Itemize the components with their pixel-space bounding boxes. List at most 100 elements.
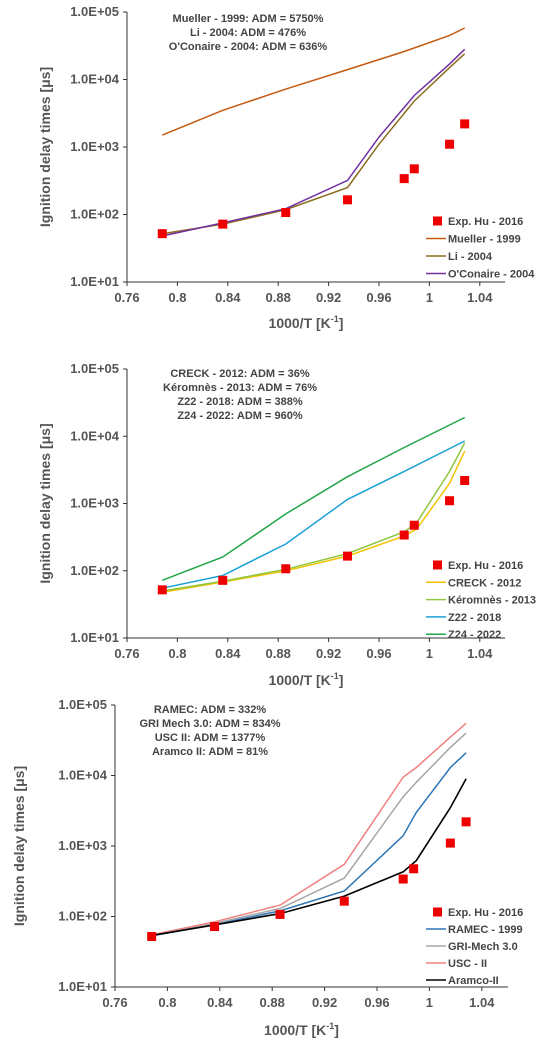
x-tick-label: 0.88 bbox=[260, 995, 285, 1010]
exp-point bbox=[147, 932, 157, 942]
legend-label: USC - II bbox=[448, 958, 487, 970]
y-tick-label: 1.0E+05 bbox=[70, 361, 119, 376]
y-tick-label: 1.0E+03 bbox=[70, 139, 119, 154]
adm-annotation: Kéromnès - 2013: ADM = 76% bbox=[163, 382, 317, 394]
exp-point bbox=[445, 838, 455, 848]
exp-point bbox=[339, 896, 349, 906]
exp-point bbox=[210, 922, 220, 932]
legend-label: GRI-Mech 3.0 bbox=[448, 941, 518, 953]
exp-point bbox=[461, 817, 471, 827]
adm-annotation: Li - 2004: ADM = 476% bbox=[190, 27, 306, 39]
x-tick-label: 0.88 bbox=[266, 646, 291, 661]
series-line bbox=[162, 440, 466, 589]
y-tick-label: 1.0E+03 bbox=[58, 838, 107, 853]
exp-point bbox=[218, 575, 228, 585]
y-tick-label: 1.0E+01 bbox=[70, 630, 119, 645]
y-axis-title: Ignition delay times [μs] bbox=[37, 67, 53, 227]
x-tick-label: 0.76 bbox=[102, 995, 127, 1010]
legend: Exp. Hu - 2016 Mueller - 1999 Li - 2004 O'C… bbox=[426, 216, 535, 281]
adm-annotation: O'Conaire - 2004: ADM = 636% bbox=[169, 41, 328, 53]
y-tick-label: 1.0E+02 bbox=[58, 909, 107, 924]
exp-point bbox=[218, 219, 228, 229]
legend: Exp. Hu - 2016 CRECK - 2012 Kéromnès - 201… bbox=[426, 560, 536, 641]
x-tick-label: 1.04 bbox=[467, 290, 493, 305]
x-tick-label: 0.88 bbox=[266, 290, 291, 305]
x-tick-label: 0.92 bbox=[316, 290, 341, 305]
exp-point bbox=[343, 195, 352, 205]
series-line bbox=[162, 416, 466, 581]
series-line bbox=[162, 442, 466, 592]
x-tick-label: 0.84 bbox=[207, 995, 233, 1010]
x-tick-label: 0.96 bbox=[366, 646, 391, 661]
series-line bbox=[162, 53, 466, 235]
adm-annotation: Aramco II: ADM = 81% bbox=[152, 746, 268, 758]
legend: Exp. Hu - 2016 RAMEC - 1999 GRI-Mech 3.0 US… bbox=[426, 907, 523, 987]
x-tick-label: 0.96 bbox=[364, 995, 389, 1010]
x-tick-label: 1.04 bbox=[467, 646, 493, 661]
chart-3: 1.0E+01 1.0E+02 1.0E+03 1.0E+04 1.0E+05 0.76 0… bbox=[11, 697, 523, 1038]
exp-point bbox=[409, 164, 419, 174]
exp-point bbox=[281, 208, 291, 218]
legend-label: Exp. Hu - 2016 bbox=[448, 560, 523, 572]
x-tick-label: 0.96 bbox=[366, 290, 391, 305]
x-tick-label: 0.8 bbox=[168, 290, 186, 305]
adm-annotation: Z22 - 2018: ADM = 388% bbox=[177, 396, 302, 408]
adm-annotation: Mueller - 1999: ADM = 5750% bbox=[173, 13, 324, 25]
x-tick-label: 0.8 bbox=[168, 646, 186, 661]
legend-exp-marker bbox=[433, 907, 442, 917]
x-tick-label: 0.84 bbox=[215, 646, 241, 661]
x-axis-title: 1000/T [K-1] bbox=[264, 1021, 339, 1038]
y-tick-label: 1.0E+05 bbox=[70, 4, 119, 19]
adm-annotation: CRECK - 2012: ADM = 36% bbox=[170, 368, 309, 380]
legend-exp-marker bbox=[433, 216, 442, 226]
x-tick-label: 0.8 bbox=[158, 995, 176, 1010]
adm-annotation: Z24 - 2022: ADM = 960% bbox=[177, 410, 302, 422]
x-axis-title: 1000/T [K-1] bbox=[269, 671, 344, 688]
y-tick-label: 1.0E+03 bbox=[70, 496, 119, 511]
x-tick-label: 1 bbox=[426, 646, 433, 661]
y-axis-title: Ignition delay times [μs] bbox=[37, 423, 53, 583]
exp-point bbox=[343, 551, 352, 561]
x-tick-label: 0.76 bbox=[114, 290, 139, 305]
series-line bbox=[151, 778, 467, 937]
series-line bbox=[162, 27, 466, 136]
y-axis-title: Ignition delay times [μs] bbox=[11, 766, 27, 926]
exp-point bbox=[460, 475, 470, 485]
exp-point bbox=[445, 139, 455, 149]
adm-annotation: RAMEC: ADM = 332% bbox=[154, 704, 267, 716]
legend-label: Kéromnès - 2013 bbox=[448, 595, 536, 607]
y-tick-label: 1.0E+02 bbox=[70, 563, 119, 578]
legend-label: Mueller - 1999 bbox=[448, 234, 521, 246]
x-tick-label: 1.04 bbox=[469, 995, 495, 1010]
y-tick-label: 1.0E+04 bbox=[70, 428, 120, 443]
exp-point bbox=[399, 530, 409, 540]
y-tick-label: 1.0E+04 bbox=[70, 72, 120, 87]
y-tick-label: 1.0E+04 bbox=[58, 768, 108, 783]
legend-label: Li - 2004 bbox=[448, 251, 493, 263]
legend-label: RAMEC - 1999 bbox=[448, 924, 523, 936]
y-tick-label: 1.0E+01 bbox=[58, 979, 107, 994]
exp-point bbox=[445, 496, 455, 506]
exp-point bbox=[409, 864, 419, 874]
x-tick-label: 1 bbox=[426, 995, 433, 1010]
x-tick-label: 0.92 bbox=[312, 995, 337, 1010]
series-line bbox=[162, 450, 466, 593]
adm-annotation: USC II: ADM = 1377% bbox=[155, 732, 266, 744]
x-tick-label: 0.84 bbox=[215, 290, 241, 305]
chart-2: 1.0E+01 1.0E+02 1.0E+03 1.0E+04 1.0E+05 0.76 0… bbox=[37, 361, 536, 688]
series-line bbox=[151, 722, 467, 936]
exp-point bbox=[398, 874, 408, 884]
exp-point bbox=[399, 174, 409, 184]
legend-exp-marker bbox=[433, 560, 442, 570]
y-tick-label: 1.0E+02 bbox=[70, 207, 119, 222]
legend-label: O'Conaire - 2004 bbox=[448, 269, 535, 281]
series-line bbox=[151, 732, 467, 937]
legend-label: Aramco-II bbox=[448, 975, 499, 987]
exp-point bbox=[275, 909, 285, 919]
y-tick-label: 1.0E+01 bbox=[70, 274, 119, 289]
y-tick-label: 1.0E+05 bbox=[58, 697, 107, 712]
exp-point bbox=[157, 585, 167, 595]
exp-point bbox=[460, 119, 470, 129]
